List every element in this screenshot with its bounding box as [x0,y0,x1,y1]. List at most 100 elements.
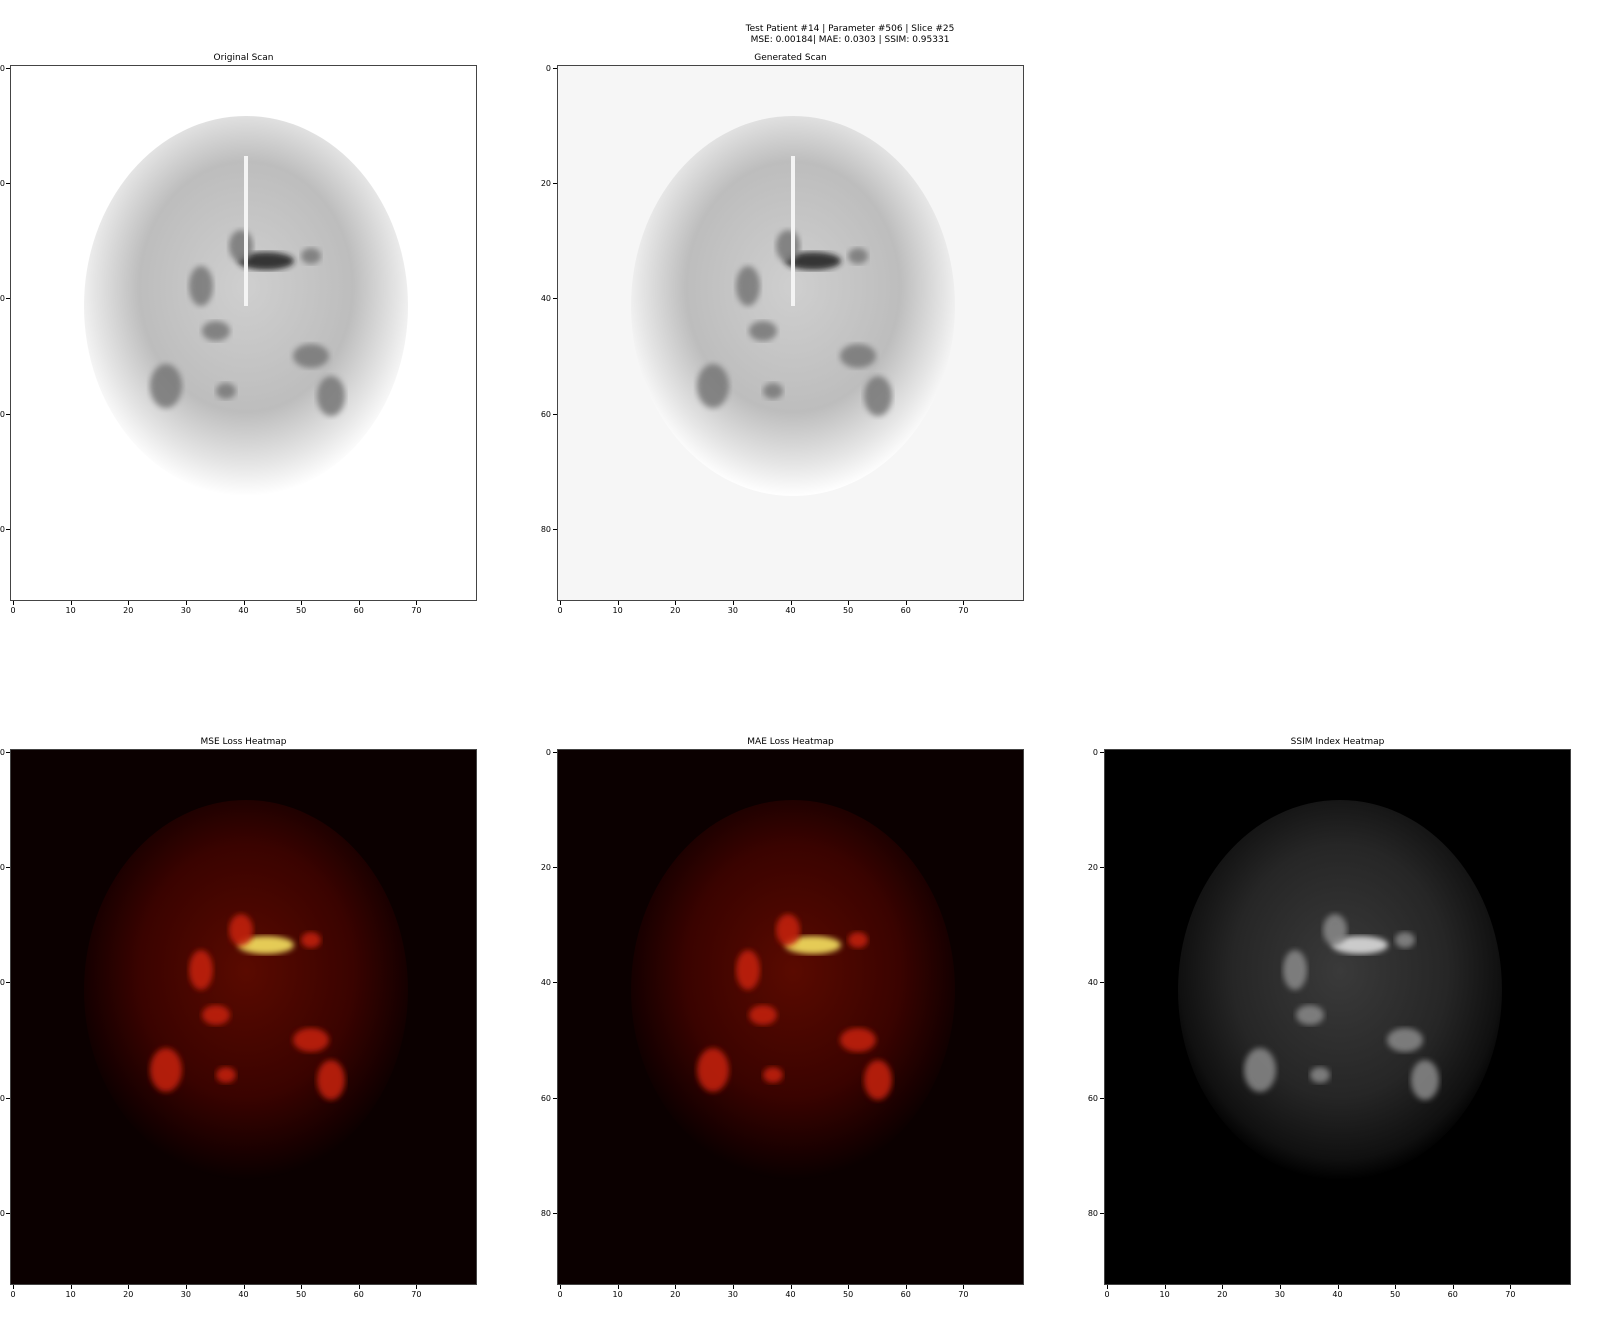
image-axes [10,749,477,1285]
image-feature [848,248,868,264]
image-feature [785,936,841,954]
x-tick-label: 10 [612,606,623,615]
x-tick-label: 0 [10,1290,16,1299]
x-tick-mark [358,601,360,605]
x-tick-label: 10 [1159,1290,1170,1299]
y-tick-label: 20 [1087,863,1098,873]
x-tick-label: 60 [353,1290,364,1299]
x-tick-label: 30 [180,606,191,615]
x-tick-label: 40 [238,606,249,615]
x-tick-mark [243,1285,245,1289]
image-feature [840,344,876,368]
y-tick-mark [553,528,557,530]
image-feature [189,950,213,990]
x-tick-label: 30 [1274,1290,1285,1299]
image-feature [150,364,182,408]
y-tick-label: 80 [0,1208,5,1218]
image-feature [293,1028,329,1052]
image-feature [848,932,868,948]
x-tick-mark [416,601,418,605]
image-feature [189,266,213,306]
y-tick-label: 60 [540,409,551,419]
y-tick-mark [1100,752,1104,753]
image-feature [238,252,294,270]
heatmap-image [84,800,408,1180]
y-tick-label: 20 [540,863,551,873]
image-feature [736,950,760,990]
image-feature [1395,932,1415,948]
x-tick-label: 50 [843,606,854,615]
y-tick-mark [6,1212,10,1214]
x-tick-label: 40 [785,1290,796,1299]
x-tick-label: 30 [180,1290,191,1299]
x-tick-mark [617,601,619,605]
y-tick-mark [6,752,10,753]
panel-title: MAE Loss Heatmap [747,737,834,747]
suptitle-line-1: Test Patient #14 | Parameter #506 | Slic… [745,24,955,34]
y-tick-label: 0 [0,748,5,757]
x-tick-mark [560,601,561,605]
x-tick-label: 30 [727,1290,738,1299]
y-tick-mark [553,752,557,753]
image-feature [749,321,777,341]
x-tick-label: 70 [958,606,969,615]
y-tick-label: 60 [540,1093,551,1103]
image-feature [216,1067,236,1083]
panel-title: Generated Scan [754,53,827,63]
y-tick-label: 80 [1087,1208,1098,1218]
x-tick-mark [963,1285,965,1289]
midline-feature [244,156,248,306]
image-feature [1244,1048,1276,1092]
image-feature [1310,1067,1330,1083]
x-tick-mark [70,1285,72,1289]
panel-title: Original Scan [213,53,274,63]
y-tick-mark [553,68,557,69]
x-tick-label: 10 [65,606,76,615]
x-tick-mark [301,1285,303,1289]
x-tick-label: 70 [1505,1290,1516,1299]
y-tick-label: 0 [545,64,551,73]
image-axes [557,65,1024,601]
y-tick-mark [553,1212,557,1214]
x-tick-mark [675,601,677,605]
y-tick-label: 0 [1092,748,1098,757]
x-tick-mark [905,601,907,605]
y-tick-mark [6,68,10,69]
image-feature [697,364,729,408]
image-feature [763,383,783,399]
image-feature [776,914,800,946]
y-tick-mark [6,413,10,415]
image-feature [1411,1060,1439,1100]
x-tick-label: 60 [353,606,364,615]
image-axes [1104,749,1571,1285]
x-tick-mark [301,601,303,605]
y-tick-label: 60 [0,1093,5,1103]
brain-region [631,800,955,1180]
image-feature [301,248,321,264]
x-tick-label: 50 [296,606,307,615]
x-tick-mark [13,601,14,605]
y-tick-label: 80 [540,1208,551,1218]
x-tick-label: 50 [843,1290,854,1299]
x-tick-label: 40 [785,606,796,615]
y-tick-label: 0 [0,64,5,73]
x-tick-mark [243,601,245,605]
heatmap-image [631,800,955,1180]
x-tick-mark [416,1285,418,1289]
y-tick-label: 40 [540,294,551,304]
image-feature [864,1060,892,1100]
x-tick-mark [1164,1285,1166,1289]
brain-region [1178,800,1502,1180]
brain-region [84,800,408,1180]
y-tick-label: 40 [540,978,551,988]
image-feature [1283,950,1307,990]
y-tick-mark [6,528,10,530]
x-tick-label: 20 [670,1290,681,1299]
x-tick-mark [1510,1285,1512,1289]
x-tick-mark [185,1285,187,1289]
x-tick-mark [358,1285,360,1289]
x-tick-mark [1452,1285,1454,1289]
x-tick-mark [13,1285,14,1289]
y-tick-mark [553,1097,557,1099]
x-tick-label: 30 [727,606,738,615]
